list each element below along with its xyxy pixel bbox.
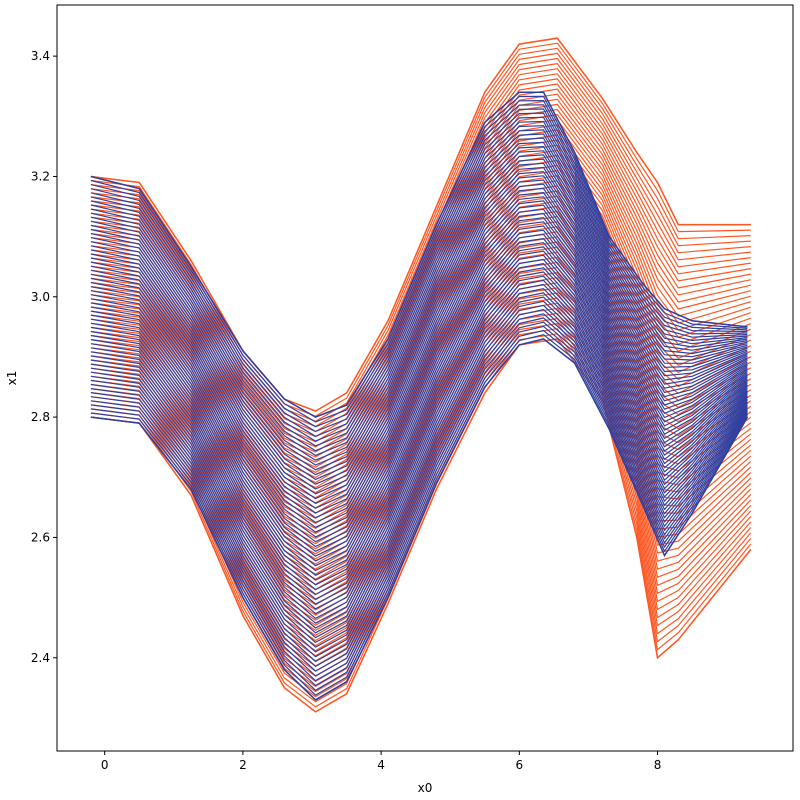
trajectory-line bbox=[90, 175, 748, 514]
y-tick-label: 2.6 bbox=[31, 530, 50, 544]
trajectory-line bbox=[90, 217, 748, 562]
trajectory-line bbox=[90, 221, 748, 567]
x-tick-label: 0 bbox=[101, 758, 109, 772]
trajectory-line bbox=[90, 204, 748, 548]
trajectory-line bbox=[90, 250, 748, 600]
trajectory-line bbox=[90, 263, 748, 615]
trajectory-line bbox=[90, 196, 748, 538]
series-1 bbox=[90, 91, 749, 701]
x-tick-label: 6 bbox=[516, 758, 524, 772]
y-tick-label: 2.4 bbox=[31, 651, 50, 665]
trajectory-line bbox=[90, 309, 748, 667]
trajectory-line bbox=[90, 112, 748, 442]
trajectory-line bbox=[90, 275, 748, 629]
trajectory-line bbox=[90, 225, 748, 572]
trajectory-line bbox=[90, 42, 751, 417]
x-axis-label: x0 bbox=[418, 781, 433, 795]
x-tick-label: 2 bbox=[239, 758, 247, 772]
trajectory-line bbox=[90, 208, 748, 552]
trajectory-line bbox=[90, 246, 748, 596]
trajectory-line bbox=[90, 313, 748, 672]
y-axis-label: x1 bbox=[5, 371, 19, 386]
trajectory-line bbox=[90, 321, 748, 682]
trajectory-line bbox=[90, 242, 748, 591]
series-layer bbox=[90, 37, 752, 713]
trajectory-line bbox=[90, 104, 748, 433]
trajectory-line bbox=[90, 116, 748, 447]
trajectory-line bbox=[90, 200, 748, 543]
trajectory-line bbox=[90, 212, 748, 557]
trajectory-line bbox=[90, 124, 752, 499]
trajectory-line bbox=[90, 108, 748, 437]
trajectory-line bbox=[90, 329, 748, 691]
trajectory-line bbox=[90, 166, 748, 504]
trajectory-line bbox=[90, 283, 748, 639]
x-axis: 0 2 4 6 8 bbox=[101, 751, 662, 772]
y-tick-label: 3.0 bbox=[31, 290, 50, 304]
trajectory-line bbox=[90, 254, 748, 605]
trajectory-line bbox=[90, 125, 748, 456]
y-tick-label: 3.2 bbox=[31, 169, 50, 183]
trajectory-line bbox=[90, 146, 748, 480]
trajectory-line bbox=[90, 187, 748, 528]
trajectory-line bbox=[90, 296, 748, 653]
trajectory-line bbox=[90, 317, 748, 677]
trajectory-line bbox=[90, 120, 748, 452]
trajectory-line bbox=[90, 129, 748, 461]
trajectory-line bbox=[90, 185, 752, 560]
trajectory-line bbox=[90, 162, 748, 500]
trajectory-line bbox=[90, 158, 748, 495]
trajectory-line bbox=[90, 183, 748, 524]
trajectory-line bbox=[90, 288, 748, 644]
trajectory-line bbox=[90, 154, 748, 490]
series-boundary-line bbox=[90, 37, 751, 412]
trajectory-line bbox=[90, 300, 748, 658]
trajectory-line bbox=[90, 192, 748, 533]
trajectory-line bbox=[90, 279, 748, 634]
trajectory-line bbox=[90, 190, 752, 565]
trajectory-line bbox=[90, 119, 751, 494]
trajectory-line bbox=[90, 137, 748, 471]
trajectory-line bbox=[90, 179, 748, 519]
series-boundary-line bbox=[90, 338, 752, 713]
y-tick-label: 2.8 bbox=[31, 410, 50, 424]
trajectory-line bbox=[90, 325, 748, 687]
trajectory-line bbox=[90, 95, 748, 423]
x-tick-label: 8 bbox=[654, 758, 662, 772]
x-tick-label: 4 bbox=[377, 758, 385, 772]
trajectory-line bbox=[90, 47, 751, 422]
series-boundary-line bbox=[90, 338, 749, 701]
trajectory-line bbox=[90, 171, 748, 509]
trajectory-line bbox=[90, 271, 748, 624]
y-axis: 2.4 2.6 2.8 3.0 3.2 3.4 bbox=[31, 49, 57, 665]
trajectory-line bbox=[90, 52, 751, 427]
series-boundary-line bbox=[90, 91, 748, 418]
trajectory-line bbox=[90, 133, 748, 466]
trajectory-line bbox=[90, 229, 748, 576]
trajectory-line bbox=[90, 150, 748, 485]
y-tick-label: 3.4 bbox=[31, 49, 50, 63]
plot-frame bbox=[56, 4, 794, 752]
trajectory-line bbox=[90, 238, 748, 586]
trajectory-line bbox=[90, 141, 748, 476]
trajectory-line bbox=[90, 292, 748, 648]
trajectory-line bbox=[90, 267, 748, 620]
trajectory-line bbox=[90, 304, 748, 663]
trajectory-line bbox=[90, 334, 748, 696]
trajectory-line bbox=[90, 99, 748, 428]
trajectory-line bbox=[90, 258, 748, 610]
trajectory-line bbox=[90, 233, 748, 581]
